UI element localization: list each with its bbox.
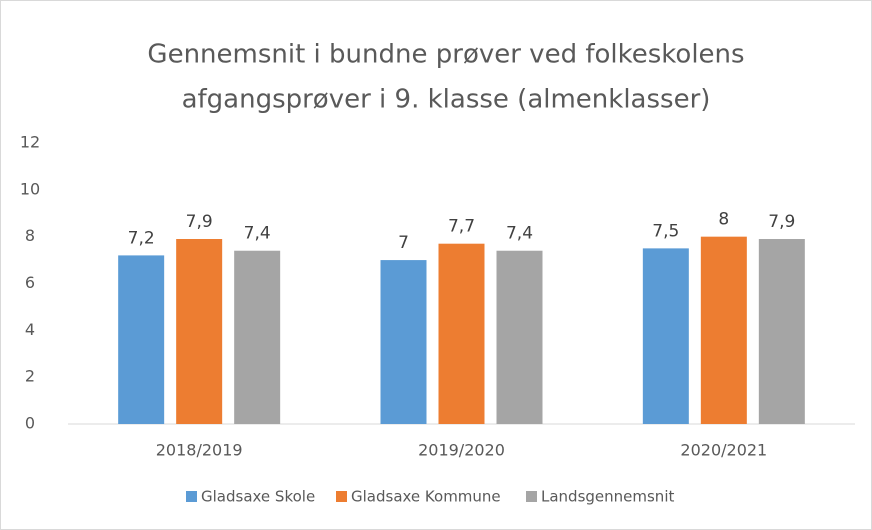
value-label: 7,7: [448, 217, 475, 237]
legend-swatch: [526, 491, 537, 502]
chart-title: afgangsprøver i 9. klasse (almenklasser): [182, 85, 711, 115]
value-label: 7,5: [652, 221, 679, 241]
bar: [438, 243, 485, 424]
value-label: 7,4: [244, 224, 271, 244]
value-label: 7,9: [768, 212, 795, 232]
value-label: 7,4: [506, 224, 533, 244]
y-tick-label: 6: [25, 273, 35, 292]
bar: [118, 255, 165, 424]
x-tick-label: 2020/2021: [680, 441, 767, 460]
bar: [758, 239, 805, 424]
chart-title: Gennemsnit i bundne prøver ved folkeskol…: [147, 40, 744, 70]
legend-label: Gladsaxe Skole: [201, 488, 315, 506]
y-tick-label: 0: [25, 414, 35, 433]
legend-swatch: [336, 491, 347, 502]
legend-label: Gladsaxe Kommune: [351, 488, 501, 506]
x-tick-label: 2018/2019: [156, 441, 243, 460]
bar: [496, 250, 543, 424]
bar: [380, 260, 427, 424]
value-label: 7,9: [186, 212, 213, 232]
bar: [176, 239, 223, 424]
legend-swatch: [186, 491, 197, 502]
y-tick-label: 2: [25, 367, 35, 386]
bar: [700, 236, 747, 424]
value-label: 7,2: [128, 228, 155, 248]
value-label: 7: [398, 233, 409, 253]
y-tick-label: 12: [20, 133, 40, 152]
legend-label: Landsgennemsnit: [541, 488, 674, 506]
y-tick-label: 8: [25, 226, 35, 245]
y-tick-label: 10: [20, 179, 40, 198]
bar: [642, 248, 689, 424]
x-tick-label: 2019/2020: [418, 441, 505, 460]
y-tick-label: 4: [25, 320, 35, 339]
value-label: 8: [718, 210, 729, 230]
bar: [234, 250, 281, 424]
